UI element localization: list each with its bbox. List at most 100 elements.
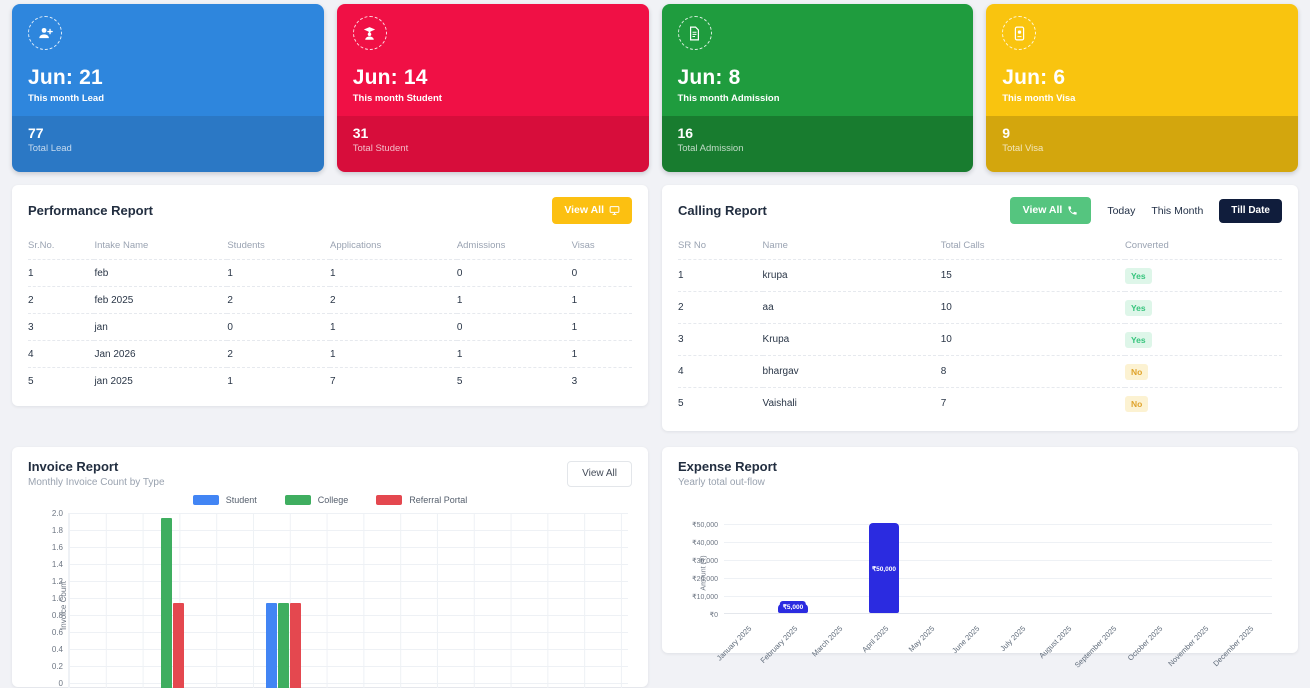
calling-table-header: SR No Name Total Calls Converted [678,236,1282,260]
bar-value-label: ₹50,000 [868,563,900,575]
legend-item: College [284,495,349,505]
table-cell: 1 [329,340,457,368]
table-cell: Yes [1124,259,1282,292]
expense-report-title: Expense Report [678,459,777,474]
performance-table: Sr.No. Intake Name Students Applications Adm… [28,236,632,394]
table-row: 3 Krupa 10 Yes [678,323,1282,356]
filter-today[interactable]: Today [1107,204,1136,217]
month-count-label: Jun: 21 [28,66,103,89]
column-header: Intake Name [94,240,149,251]
legend-item: Referral Portal [376,495,467,505]
table-cell: 1 [329,313,457,341]
invoice-chart-legend: Student College Referral Portal [28,495,632,505]
total-count: 16 [677,125,694,141]
table-cell: 7 [940,387,1125,419]
table-cell: 2 [678,291,763,324]
table-cell: 2 [227,286,330,314]
stat-card-student-top: Jun: 14 This month Student [336,4,649,116]
bar-value-label: ₹5,000 [779,601,807,613]
total-count: 31 [352,125,369,141]
x-axis-tick-label: November 2025 [1166,624,1211,669]
view-all-label: View All [564,204,604,217]
table-cell: 1 [329,259,457,287]
x-axis-tick-label: January 2025 [714,624,754,663]
y-axis-tick-label: ₹30,000 [692,558,718,565]
chart-cards-row: Invoice Report Monthly Invoice Count by … [12,447,1298,688]
x-axis-tick-label: December 2025 [1211,624,1256,669]
y-axis-tick-label: ₹0 [709,612,718,619]
calling-table: SR No Name Total Calls Converted 1 krupa 15 Ye… [678,236,1282,419]
stat-card-lead-bottom: 77 Total Lead [12,116,324,172]
x-axis-tick-label: May 2025 [906,624,937,654]
legend-swatch [284,495,311,505]
month-count-sublabel: This month Student [352,93,442,104]
month-count-sublabel: This month Visa [1002,93,1076,104]
stat-card-student: Jun: 14 This month Student 31 Total Stud… [336,4,649,172]
phone-icon [1068,206,1077,215]
legend-swatch [376,495,403,505]
table-row: 4 bhargav 8 No [678,355,1282,388]
column-header: Applications [329,240,382,251]
stat-card-admission-bottom: 16 Total Admission [661,116,974,172]
gridline [69,564,628,565]
table-row: 5 jan 2025 1 7 5 3 [28,367,632,394]
table-cell: 5 [678,387,763,419]
table-row: 1 krupa 15 Yes [678,259,1282,292]
table-row: 2 feb 2025 2 2 1 1 [28,286,632,314]
total-count-label: Total Lead [28,143,72,154]
calling-report-card: Calling Report View All Today This Month… [662,185,1298,431]
expense-report-card: Expense Report Yearly total out-flow Amo… [662,447,1298,670]
stat-card-lead: Jun: 21 This month Lead 77 Total Lead [12,4,324,172]
table-cell: 1 [571,313,632,341]
invoice-report-subtitle: Monthly Invoice Count by Type [28,477,165,488]
table-row: 5 Vaishali 7 No [678,387,1282,419]
table-cell: 10 [940,291,1125,324]
gridline [69,598,628,599]
month-count-label: Jun: 8 [677,66,741,89]
column-header: Sr.No. [28,240,55,251]
column-header: Students [227,240,265,251]
table-row: 3 jan 0 1 0 1 [28,313,632,341]
bar-referral-portal [173,603,184,688]
passport-icon [1002,16,1037,50]
total-count: 77 [28,125,44,141]
invoice-report-title: Invoice Report [28,459,119,474]
table-cell: Vaishali [762,387,941,419]
x-axis-tick-label: June 2025 [950,624,982,656]
y-axis-tick-label: 1.0 [51,594,63,603]
gridline [69,530,628,531]
calling-report-title: Calling Report [678,203,767,218]
table-cell: 15 [940,259,1125,292]
table-cell: 3 [28,313,95,341]
column-header: Total Calls [940,240,985,251]
view-all-label: View All [1022,204,1063,217]
stat-card-student-bottom: 31 Total Student [336,116,649,172]
month-count-sublabel: This month Admission [677,93,780,104]
y-axis-tick-label: ₹20,000 [692,576,718,583]
month-count-label: Jun: 14 [352,66,428,89]
legend-label: Student [225,495,257,505]
table-cell: 10 [940,323,1125,356]
table-cell: 1 [456,286,572,314]
filter-till-date-button[interactable]: Till Date [1219,198,1282,223]
table-cell: jan 2025 [94,367,228,394]
bar-referral-portal [290,603,301,688]
bar-college [161,518,172,688]
y-axis-tick-label: 0.6 [51,628,63,637]
gridline [724,524,1272,525]
invoice-view-all-button[interactable]: View All [567,460,632,487]
converted-badge: Yes [1124,299,1152,316]
total-count: 9 [1002,125,1011,141]
performance-view-all-button[interactable]: View All [552,197,632,224]
filter-this-month[interactable]: This Month [1151,204,1204,217]
table-cell: Krupa [762,323,941,356]
table-cell: 3 [571,367,632,394]
legend-label: College [317,495,349,505]
column-header: Admissions [456,240,506,251]
performance-report-card: Performance Report View All Sr.No. Intake… [12,185,648,406]
table-cell: feb 2025 [94,286,228,314]
calling-view-all-button[interactable]: View All [1009,197,1092,224]
table-cell: 1 [227,259,330,287]
stat-card-visa-top: Jun: 6 This month Visa [986,4,1298,116]
table-cell: 0 [456,259,572,287]
